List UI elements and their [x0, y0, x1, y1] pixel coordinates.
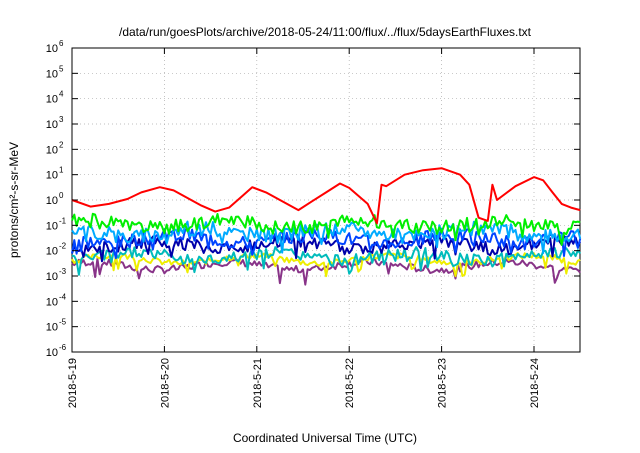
y-tick-exponent: -1	[59, 216, 67, 225]
y-tick-label: 10	[46, 220, 58, 232]
x-tick-label: 2018-5-24	[529, 358, 541, 408]
x-tick-label: 2018-5-22	[344, 358, 356, 408]
y-tick-exponent: -2	[59, 242, 67, 251]
y-tick-label: 10	[46, 246, 58, 258]
x-axis-label: Coordinated Universal Time (UTC)	[233, 431, 417, 445]
y-tick-exponent: 0	[59, 191, 64, 200]
y-tick-exponent: -6	[59, 343, 67, 352]
series-layer	[71, 167, 582, 286]
y-tick-label: 10	[46, 144, 58, 156]
y-tick-label: 10	[46, 195, 58, 207]
y-tick-label: 10	[46, 43, 58, 55]
series-line	[71, 167, 581, 225]
y-tick-exponent: 5	[59, 64, 64, 73]
x-tick-label: 2018-5-20	[159, 358, 171, 408]
y-tick-exponent: 6	[59, 39, 64, 48]
x-axis: 2018-5-19 2018-5-20 2018-5-21 2018-5-22 2018…	[67, 48, 541, 408]
y-axis: 10 -610 -510 -410 -310 -210 -110 010 110 210 310 41…	[46, 39, 580, 359]
x-tick-label: 2018-5-21	[252, 358, 264, 408]
y-tick-label: 10	[46, 94, 58, 106]
y-axis-label: protons/cm²-s-sr-MeV	[7, 142, 21, 258]
y-tick-label: 10	[46, 322, 58, 334]
y-tick-exponent: 3	[59, 115, 64, 124]
y-tick-exponent: 2	[59, 140, 64, 149]
y-tick-label: 10	[46, 170, 58, 182]
series-line	[71, 227, 582, 260]
chart-title: /data/run/goesPlots/archive/2018-05-24/1…	[119, 25, 532, 39]
grid	[72, 48, 580, 352]
y-tick-label: 10	[46, 68, 58, 80]
y-tick-label: 10	[46, 347, 58, 359]
y-tick-label: 10	[46, 271, 58, 283]
series-line	[71, 234, 582, 263]
y-tick-exponent: 4	[59, 90, 64, 99]
y-tick-exponent: -3	[59, 267, 67, 276]
y-tick-label: 10	[46, 296, 58, 308]
y-tick-exponent: 1	[59, 166, 64, 175]
x-tick-label: 2018-5-23	[437, 358, 449, 408]
y-tick-exponent: -4	[59, 292, 67, 301]
series-line	[71, 246, 582, 276]
x-tick-label: 2018-5-19	[67, 358, 79, 408]
y-tick-exponent: -5	[59, 318, 67, 327]
y-tick-label: 10	[46, 119, 58, 131]
series-line	[71, 212, 581, 246]
series-line	[71, 257, 581, 286]
